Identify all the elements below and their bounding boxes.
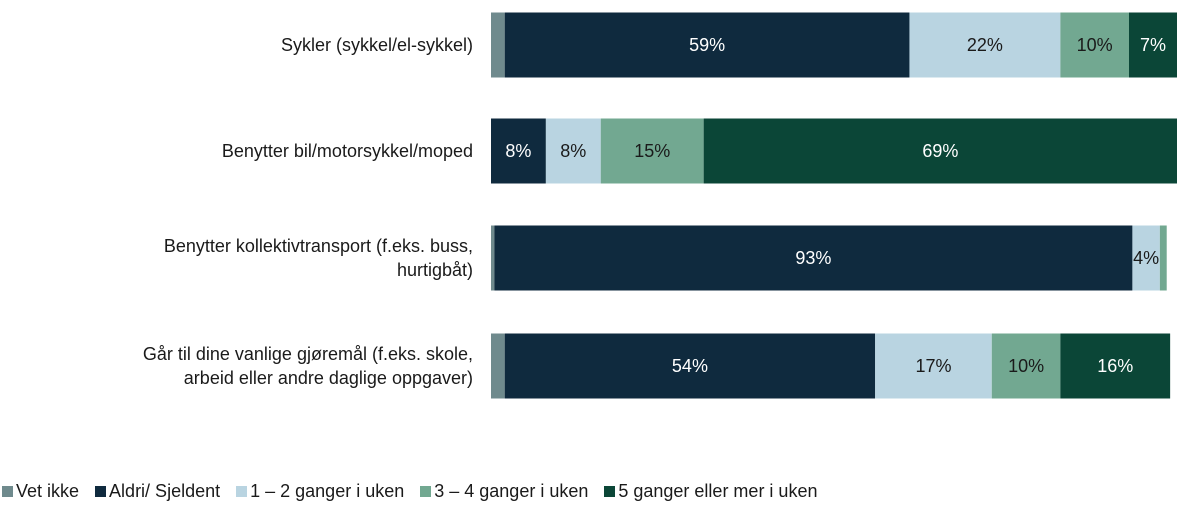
category-label: Benytter bil/motorsykkel/moped <box>221 141 473 161</box>
data-label: 59% <box>689 35 725 55</box>
data-label: 16% <box>1097 356 1133 376</box>
legend-item: Aldri/ Sjeldent <box>95 481 220 502</box>
category-label: Går til dine vanlige gjøremål (f.eks. sk… <box>142 344 473 388</box>
bar-segment <box>491 12 505 78</box>
legend-swatch <box>236 486 248 497</box>
legend-item: 5 ganger eller mer i uken <box>604 481 817 502</box>
data-label: 8% <box>505 141 531 161</box>
legend-label: 5 ganger eller mer i uken <box>618 481 818 501</box>
bar-segment <box>1060 333 1171 399</box>
legend-item: 1 – 2 ganger i uken <box>236 481 404 502</box>
legend-swatch <box>95 486 107 497</box>
bar-segment <box>504 12 910 78</box>
bar-segment <box>600 118 704 184</box>
bar-segment <box>545 118 601 184</box>
data-label: 15% <box>634 141 670 161</box>
bar-segment <box>491 333 505 399</box>
data-label: 22% <box>967 35 1003 55</box>
legend-label: 1 – 2 ganger i uken <box>250 481 405 501</box>
bar-segment <box>504 333 876 399</box>
legend-swatch <box>604 486 616 497</box>
bar-segment <box>875 333 992 399</box>
legend-item: Vet ikke <box>2 481 79 502</box>
bar-segment <box>1060 12 1129 78</box>
category-label: Benytter kollektivtransport (f.eks. buss… <box>163 236 473 280</box>
legend: Vet ikke Aldri/ Sjeldent 1 – 2 ganger i uk… <box>2 481 817 502</box>
chart: 59% 22% 10% 7% 8% 8% 15% 69% 93% 4% 54% 17% 10% 16% <box>491 12 1177 399</box>
bar-segment <box>1132 225 1160 291</box>
data-label: 4% <box>1133 248 1159 268</box>
legend-label: 3 – 4 ganger i uken <box>434 481 589 501</box>
bar-segment <box>494 225 1133 291</box>
legend-label: Vet ikke <box>16 481 80 501</box>
bar-segment <box>491 118 546 184</box>
bar-segment <box>491 225 495 291</box>
data-label: 7% <box>1140 35 1166 55</box>
data-label: 10% <box>1077 35 1113 55</box>
bar-segment <box>1128 12 1177 78</box>
data-label: 54% <box>672 356 708 376</box>
data-label: 17% <box>915 356 951 376</box>
data-label: 93% <box>795 248 831 268</box>
data-label: 8% <box>560 141 586 161</box>
bar-segment <box>1159 225 1167 291</box>
data-label: 10% <box>1008 356 1044 376</box>
legend-label: Aldri/ Sjeldent <box>109 481 221 501</box>
category-label: Sykler (sykkel/el-sykkel) <box>280 35 473 55</box>
legend-swatch <box>420 486 432 497</box>
bar-segment <box>703 118 1177 184</box>
data-label: 69% <box>922 141 958 161</box>
legend-swatch <box>2 486 13 497</box>
bar-segment <box>909 12 1061 78</box>
legend-item: 3 – 4 ganger i uken <box>420 481 588 502</box>
bar-segment <box>991 333 1061 399</box>
